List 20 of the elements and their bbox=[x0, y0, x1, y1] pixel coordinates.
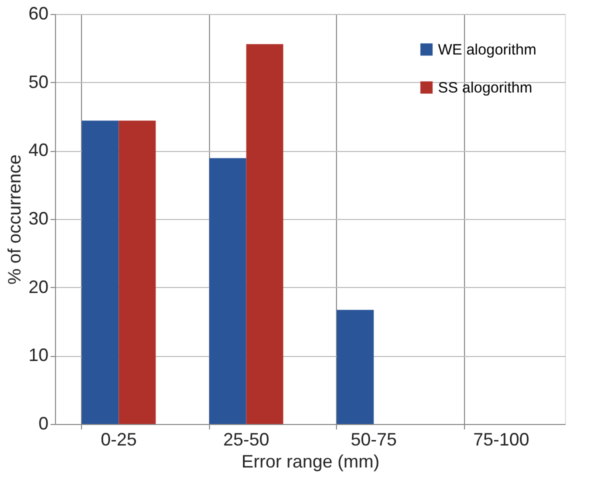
x-tick-label: 0-25 bbox=[100, 430, 137, 450]
y-axis-title: % of occurrence bbox=[4, 154, 24, 285]
x-tick-label: 75-100 bbox=[473, 430, 530, 450]
bar bbox=[82, 120, 119, 424]
bar bbox=[246, 44, 284, 424]
y-tick-label: 30 bbox=[28, 208, 48, 228]
y-tick-label: 0 bbox=[38, 414, 48, 434]
y-tick-label: 50 bbox=[28, 72, 48, 92]
bar bbox=[336, 310, 374, 424]
legend-label: WE alogorithm bbox=[438, 42, 536, 58]
legend-label: SS alogorithm bbox=[438, 80, 532, 96]
y-tick-label: 10 bbox=[28, 345, 48, 366]
y-tick-label: 40 bbox=[28, 140, 48, 160]
y-tick-label: 20 bbox=[28, 276, 48, 297]
bar bbox=[209, 158, 246, 424]
x-tick-label: 25-50 bbox=[223, 430, 270, 450]
y-tick-label: 60 bbox=[28, 4, 48, 24]
bar bbox=[118, 120, 156, 424]
x-axis-title: Error range (mm) bbox=[241, 452, 380, 472]
x-tick-label: 50-75 bbox=[350, 430, 397, 450]
